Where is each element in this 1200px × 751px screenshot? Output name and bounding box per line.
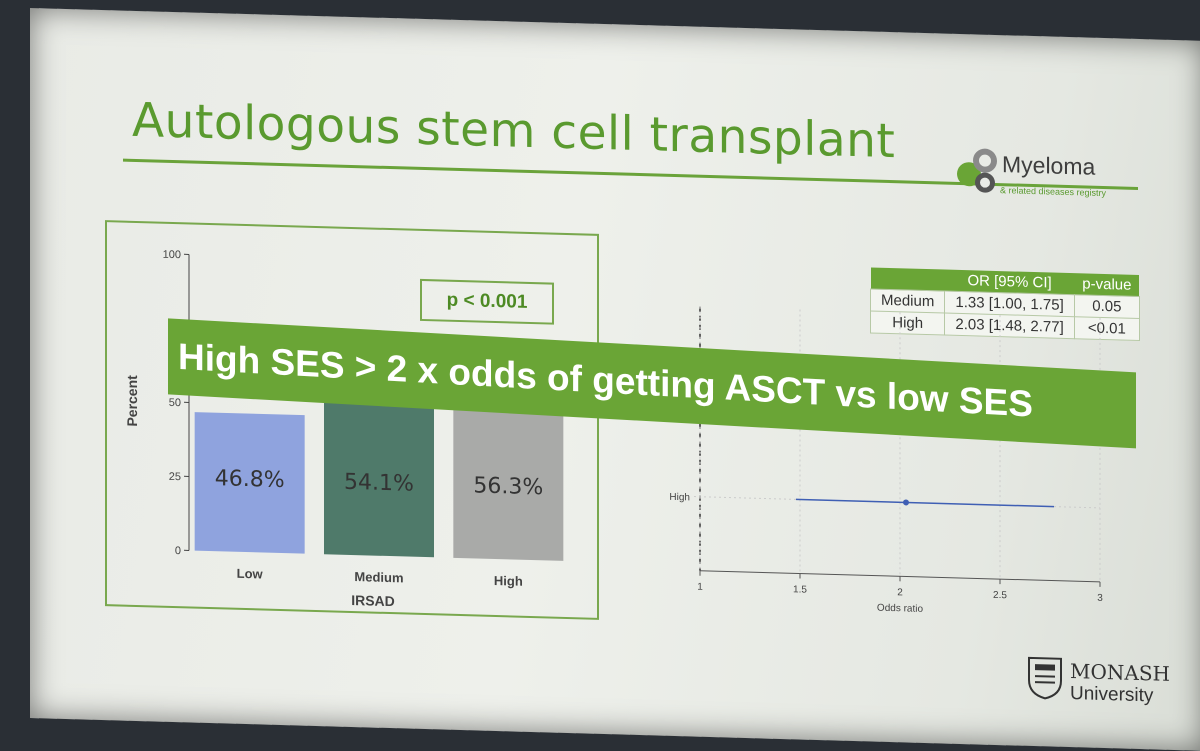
data-label: 56.3% — [473, 473, 543, 500]
x-tick-label: 2 — [897, 587, 903, 598]
monash-crest-icon — [1025, 654, 1065, 701]
x-tick-label: 2.5 — [993, 590, 1007, 601]
slide-title: Autologous stem cell transplant — [132, 93, 895, 169]
or-point — [903, 499, 909, 505]
forest-plot: 1 1.5 2 2.5 3 Odds ratio High — [660, 296, 1160, 630]
y-tick-label: 25 — [169, 471, 181, 483]
y-tick-label: 0 — [175, 545, 181, 557]
y-axis-label: Percent — [124, 375, 140, 427]
projection-screen: Autologous stem cell transplant Myeloma … — [30, 8, 1200, 751]
monash-logo: MONASH University — [1025, 654, 1175, 718]
data-label: 46.8% — [215, 466, 285, 493]
y-tick-label: 100 — [163, 249, 181, 262]
myeloma-logo: Myeloma & related diseases registry — [955, 144, 1115, 208]
bar-chart-frame: 0255075100Percent46.8%Low54.1%Medium56.3… — [105, 220, 599, 620]
p-value-box: p < 0.001 — [420, 279, 554, 325]
y-tick-label: 50 — [169, 397, 181, 409]
x-tick-label: Medium — [354, 569, 403, 585]
myeloma-logo-sub: & related diseases registry — [1000, 185, 1106, 198]
myeloma-logo-icon — [955, 144, 1003, 195]
x-tick-label: 3 — [1097, 593, 1103, 604]
x-tick-label: 1.5 — [793, 584, 807, 595]
x-axis-label: Odds ratio — [877, 603, 924, 615]
data-label: 54.1% — [344, 470, 414, 497]
y-tick-label: High — [669, 492, 690, 504]
monash-logo-sub: University — [1070, 683, 1153, 707]
x-tick-label: High — [494, 573, 523, 589]
x-tick-label: Low — [237, 566, 264, 582]
ci-line — [796, 499, 1054, 506]
table-header-blank — [871, 267, 945, 291]
table-header-p: p-value — [1074, 273, 1139, 296]
myeloma-logo-name: Myeloma — [1002, 151, 1095, 181]
x-axis-label: IRSAD — [351, 592, 395, 609]
x-tick-label: 1 — [697, 582, 703, 593]
monash-logo-name: MONASH — [1070, 659, 1170, 686]
